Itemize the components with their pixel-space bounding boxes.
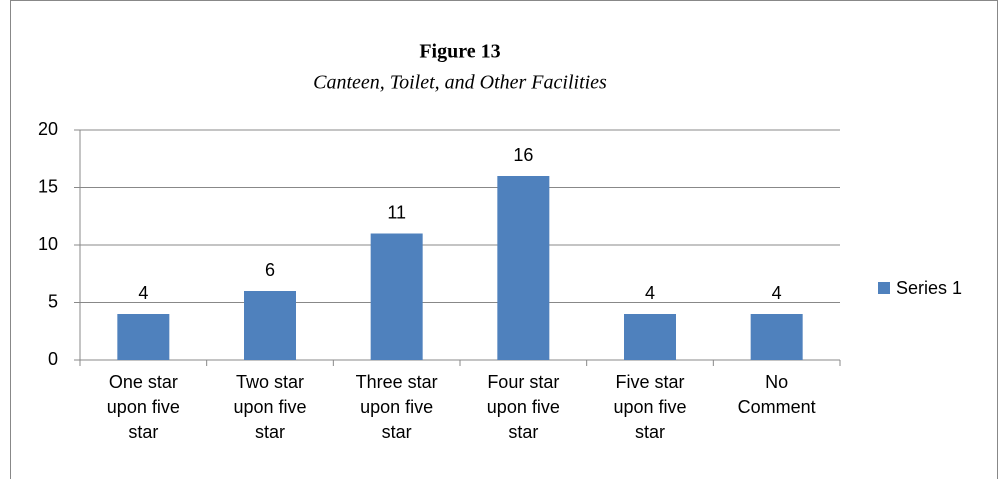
x-tick-label: One star upon five star — [106, 372, 180, 442]
y-tick-label: 15 — [38, 176, 58, 196]
x-tick-label: Three star upon five star — [355, 372, 438, 442]
x-tick-label: Four star upon five star — [486, 372, 560, 442]
data-label: 11 — [387, 202, 406, 222]
y-tick-label: 20 — [38, 119, 58, 139]
bar — [497, 176, 550, 360]
x-tick-label: Two star upon five star — [233, 372, 307, 442]
data-label: 16 — [513, 145, 533, 165]
data-label: 4 — [138, 283, 148, 303]
chart-title: Figure 13 — [419, 41, 500, 63]
y-tick-label: 0 — [48, 349, 58, 369]
bar — [244, 291, 296, 360]
y-tick-label: 5 — [48, 291, 58, 311]
data-label: 4 — [645, 283, 655, 303]
legend-label: Series 1 — [896, 278, 962, 298]
x-tick-label: Five star upon five star — [613, 372, 687, 442]
bar — [750, 314, 803, 360]
data-label: 6 — [265, 260, 275, 280]
legend-swatch — [878, 282, 890, 294]
x-tick-label: No Comment — [737, 372, 816, 417]
y-tick-label: 10 — [38, 234, 58, 254]
bar — [370, 233, 423, 360]
data-label: 4 — [772, 283, 782, 303]
bar — [117, 314, 170, 360]
bar — [624, 314, 676, 360]
chart-subtitle: Canteen, Toilet, and Other Facilities — [313, 72, 607, 94]
